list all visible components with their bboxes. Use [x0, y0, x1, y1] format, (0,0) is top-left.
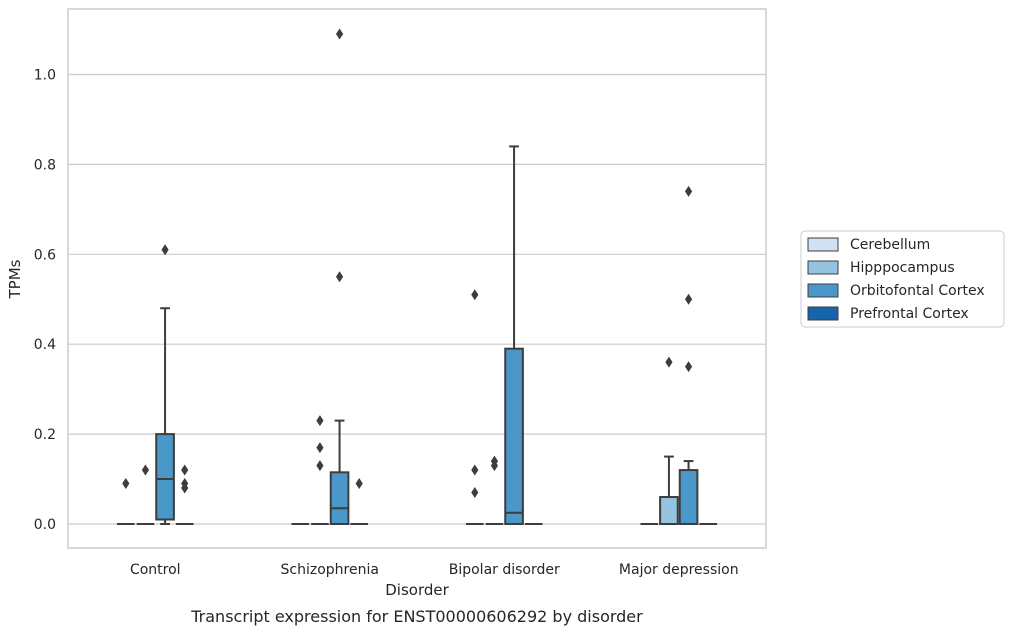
box-groups [116, 28, 718, 525]
plot-area-frame [67, 8, 767, 549]
legend-label: Hipppocampus [850, 260, 955, 276]
y-tick-label: 0.8 [34, 157, 56, 173]
legend-frame [800, 230, 1005, 328]
outlier-point [316, 442, 324, 454]
outlier-point [471, 487, 479, 499]
box-cerebellum [465, 289, 484, 525]
outlier-point [316, 460, 324, 472]
outlier-point [471, 464, 479, 476]
box-prefrontal-cortex [350, 478, 369, 525]
legend-swatch [807, 283, 839, 298]
outlier-point [490, 460, 499, 472]
legend-items: Cerebellum Hipppocampus Orbitofontal Corte… [807, 237, 985, 322]
legend-label: Orbitofontal Cortex [850, 283, 985, 299]
outlier-point [181, 482, 189, 494]
outlier-point [355, 478, 363, 490]
outlier-point [665, 356, 673, 368]
x-tick-label: Schizophrenia [281, 562, 379, 578]
box-body [678, 469, 699, 525]
box-orbitofontal-cortex [155, 244, 175, 525]
box-body [329, 471, 350, 525]
x-tick-label: Bipolar disorder [449, 562, 560, 578]
outlier-point [316, 415, 324, 427]
box-orbitofontal-cortex [678, 185, 699, 525]
box-orbitofontal-cortex [329, 28, 350, 525]
x-tick-label: Major depression [619, 562, 739, 578]
outlier-point [684, 361, 693, 373]
outlier-point [122, 478, 130, 490]
outlier-point [141, 464, 150, 476]
box-body [504, 347, 524, 525]
box-hipppocampus [136, 464, 155, 525]
outlier-point [335, 271, 344, 283]
legend-label: Prefrontal Cortex [850, 306, 969, 322]
outlier-point [161, 244, 169, 256]
x-tick-label: Control [130, 562, 181, 578]
y-tick-label: 0.4 [34, 337, 56, 353]
y-tick-label: 0.2 [34, 427, 56, 443]
box-orbitofontal-cortex [504, 145, 524, 525]
box-cerebellum [116, 478, 135, 525]
y-tick-label: 0.6 [34, 247, 56, 263]
y-axis-ticks: 0.0 0.2 0.4 0.6 0.8 1.0 [34, 68, 56, 534]
outlier-point [335, 28, 344, 40]
outlier-point [684, 185, 693, 197]
box-body [659, 496, 679, 525]
outlier-point [684, 293, 693, 305]
y-tick-label: 0.0 [34, 517, 56, 533]
x-axis-ticks: Control Schizophrenia Bipolar disorder Majo… [130, 562, 739, 578]
chart-caption: Transcript expression for ENST0000060629… [190, 607, 643, 626]
box-hipppocampus [485, 455, 504, 525]
outlier-point [181, 464, 189, 476]
legend-swatch [807, 306, 839, 321]
legend-swatch [807, 237, 839, 252]
y-axis-label: TPMs [6, 259, 24, 299]
legend-label: Cerebellum [850, 237, 930, 253]
box-hipppocampus [659, 356, 679, 525]
box-prefrontal-cortex [175, 464, 194, 525]
box-body [155, 433, 175, 521]
legend: Cerebellum Hipppocampus Orbitofontal Corte… [800, 230, 1005, 328]
box-hipppocampus [311, 415, 329, 525]
outlier-point [471, 289, 479, 301]
legend-swatch [807, 260, 839, 275]
y-tick-label: 1.0 [34, 68, 56, 84]
x-axis-label: Disorder [385, 581, 449, 599]
